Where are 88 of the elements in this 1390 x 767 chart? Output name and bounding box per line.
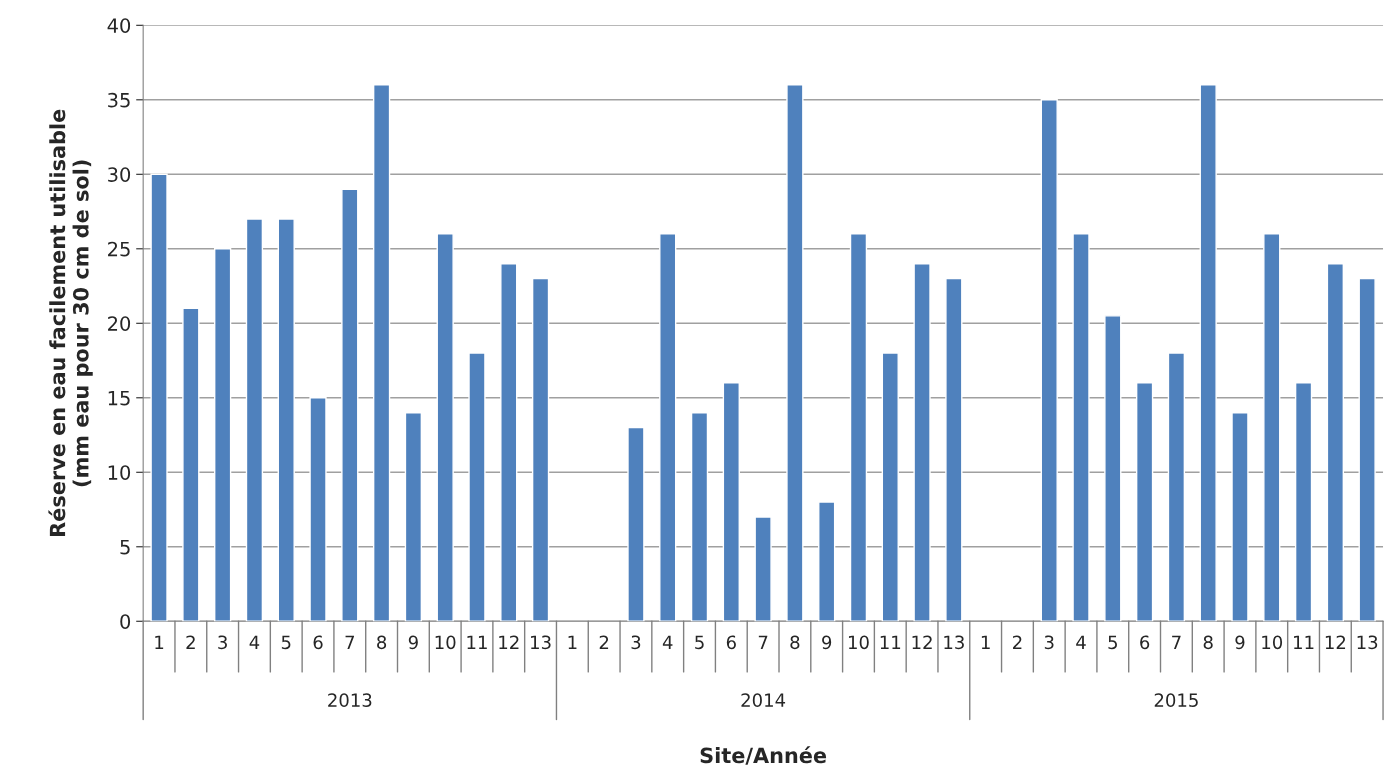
- x-tick-label: 10: [1262, 635, 1283, 650]
- bar: [341, 188, 359, 622]
- x-tick-label: 6: [1140, 635, 1150, 650]
- x-tick-label: 12: [499, 635, 519, 649]
- bar: [245, 218, 264, 622]
- x-tick-label: 9: [822, 635, 832, 650]
- x-tick-label: 1: [568, 635, 577, 649]
- bar: [436, 233, 454, 622]
- bar: [849, 233, 868, 622]
- bar: [945, 277, 963, 622]
- bar: [627, 426, 645, 622]
- x-tick-label: 10: [435, 635, 456, 650]
- bar: [404, 411, 423, 622]
- x-tick-label: 2: [1013, 635, 1022, 649]
- text: 2015: [1154, 693, 1198, 707]
- x-tick-label: 4: [249, 635, 260, 649]
- x-tick-label: 11: [1294, 635, 1314, 649]
- bar: [182, 307, 200, 622]
- x-tick-label: 12: [1325, 635, 1346, 649]
- bar: [531, 277, 550, 622]
- x-tick-label: 13: [944, 635, 964, 650]
- bar: [1072, 233, 1090, 622]
- bar: [1167, 352, 1186, 622]
- y-axis-title: Réserve en eau facilement utilisable (mm eau pour 30 cm de sol): [48, 109, 93, 536]
- x-tick-label: 2: [599, 635, 609, 649]
- bar: [722, 382, 740, 622]
- x-tick-label: 5: [281, 635, 291, 650]
- text: 2013: [328, 693, 372, 707]
- bar: [1040, 99, 1058, 622]
- x-tick-label: 8: [1203, 635, 1213, 650]
- bar: [913, 262, 931, 622]
- x-tick-label: 12: [912, 635, 932, 649]
- bar: [1135, 382, 1154, 622]
- x-tick-label: 3: [1044, 635, 1054, 650]
- x-axis-title: Site/Année: [700, 746, 827, 765]
- y-tick-label: 30: [108, 167, 131, 182]
- x-tick-label: 1: [155, 635, 164, 649]
- x-tick-label: 10: [848, 635, 869, 650]
- x-tick-label: 5: [695, 635, 704, 650]
- x-tick-label: 3: [218, 635, 227, 650]
- bar: [881, 352, 899, 622]
- bar: [786, 84, 804, 622]
- bar: [1326, 262, 1345, 622]
- x-tick-label: 4: [1076, 635, 1086, 649]
- y-tick-label: 20: [108, 316, 131, 331]
- y-tick-label: 35: [108, 92, 130, 108]
- x-tick-label: 7: [758, 635, 768, 649]
- x-tick-label: 1: [981, 635, 990, 649]
- bar: [309, 397, 327, 622]
- x-tick-label: 8: [377, 635, 387, 650]
- x-tick-label: 9: [408, 635, 418, 650]
- bar: [468, 352, 486, 622]
- x-tick-label: 9: [1235, 635, 1245, 650]
- bar: [754, 516, 772, 622]
- x-tick-label: 13: [1357, 635, 1378, 650]
- text: 2014: [741, 693, 786, 707]
- x-tick-label: 6: [726, 635, 736, 650]
- x-tick-label: 7: [345, 635, 355, 649]
- bar: [1104, 315, 1122, 622]
- bar: [214, 248, 232, 622]
- bar: [818, 501, 836, 622]
- y-tick-label: 25: [108, 241, 130, 257]
- x-tick-label: 13: [531, 635, 551, 650]
- x-tick-label: 7: [1172, 635, 1181, 649]
- bar: [1358, 277, 1376, 622]
- y-tick-label: 0: [120, 614, 131, 629]
- x-tick-label: 3: [631, 635, 641, 650]
- bar: [1294, 382, 1313, 622]
- x-tick-label: 11: [467, 635, 487, 649]
- y-tick-label: 15: [108, 391, 130, 406]
- x-tick-label: 8: [790, 635, 800, 650]
- y-tick-label: 40: [107, 18, 131, 33]
- x-tick-label: 11: [880, 635, 901, 649]
- bar: [372, 84, 391, 622]
- bar: [500, 262, 518, 622]
- bar: [1231, 411, 1249, 622]
- bar: [690, 411, 709, 622]
- y-tick-label: 5: [120, 539, 130, 555]
- bar: [1199, 84, 1217, 622]
- y-tick-label: 10: [108, 465, 131, 480]
- x-tick-label: 2: [186, 635, 195, 649]
- bar: [659, 233, 677, 622]
- x-tick-label: 6: [313, 635, 323, 650]
- bar: [1263, 233, 1281, 622]
- bar: [150, 173, 168, 622]
- bar: [277, 218, 295, 622]
- x-tick-label: 5: [1108, 635, 1117, 650]
- x-tick-label: 4: [662, 635, 673, 649]
